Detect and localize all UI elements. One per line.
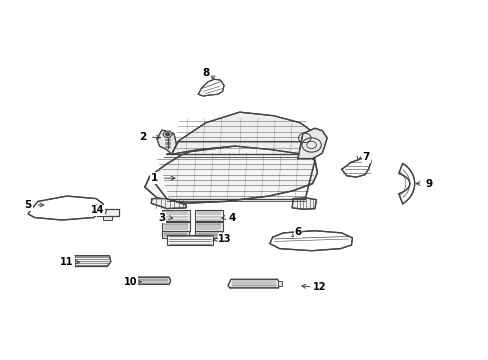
- Polygon shape: [163, 131, 172, 138]
- Text: 11: 11: [60, 257, 74, 267]
- Polygon shape: [162, 222, 190, 231]
- Text: 1: 1: [151, 173, 158, 183]
- Polygon shape: [103, 216, 112, 220]
- Polygon shape: [195, 210, 223, 221]
- Polygon shape: [277, 282, 282, 286]
- Polygon shape: [398, 163, 414, 204]
- Polygon shape: [97, 209, 119, 216]
- Polygon shape: [28, 196, 103, 220]
- Polygon shape: [162, 231, 188, 238]
- Polygon shape: [291, 198, 316, 209]
- Polygon shape: [72, 256, 111, 266]
- Polygon shape: [126, 277, 170, 284]
- Polygon shape: [166, 112, 314, 158]
- Text: 14: 14: [91, 205, 104, 215]
- Polygon shape: [297, 128, 326, 158]
- Text: 5: 5: [24, 200, 32, 210]
- Polygon shape: [157, 130, 176, 154]
- Text: 3: 3: [158, 212, 165, 222]
- Polygon shape: [195, 231, 221, 238]
- Polygon shape: [195, 222, 223, 231]
- Polygon shape: [166, 235, 212, 245]
- Text: 10: 10: [123, 277, 137, 287]
- Polygon shape: [162, 210, 190, 221]
- Text: 2: 2: [139, 132, 146, 142]
- Polygon shape: [227, 279, 279, 288]
- Text: 12: 12: [312, 282, 326, 292]
- Polygon shape: [269, 231, 352, 251]
- Text: 7: 7: [362, 152, 369, 162]
- Polygon shape: [125, 279, 129, 283]
- Polygon shape: [68, 258, 75, 264]
- Text: 9: 9: [425, 179, 432, 189]
- Text: 13: 13: [218, 234, 231, 244]
- Polygon shape: [198, 79, 224, 96]
- Text: 6: 6: [294, 227, 301, 237]
- Polygon shape: [341, 156, 370, 177]
- Polygon shape: [144, 146, 317, 203]
- Text: 4: 4: [228, 212, 236, 222]
- Circle shape: [165, 132, 170, 136]
- Polygon shape: [151, 199, 186, 208]
- Text: 8: 8: [202, 68, 209, 78]
